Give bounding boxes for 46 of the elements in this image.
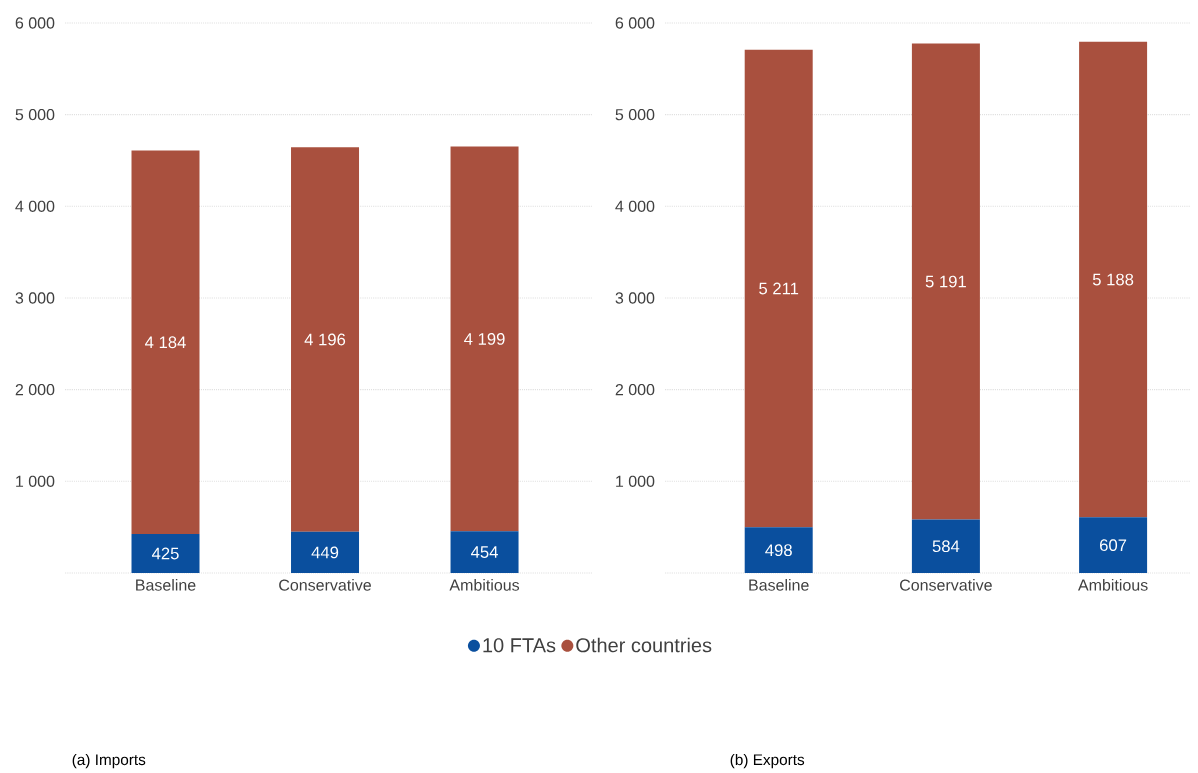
legend-label: 10 FTAs [483, 638, 556, 653]
y-tick-label: 2 000 [615, 384, 655, 396]
bar [1079, 41, 1148, 518]
y-tick-label: 3 000 [615, 292, 655, 304]
bar [291, 532, 360, 574]
data-label: 5 191 [925, 275, 966, 288]
y-tick-label: 4 000 [615, 200, 655, 213]
y-tick-label: 4 000 [15, 200, 55, 213]
y-tick-label: 6 000 [615, 17, 655, 29]
x-tick-label: Ambitious [1077, 579, 1148, 591]
data-label: 454 [471, 546, 498, 559]
data-label: 584 [932, 540, 960, 553]
bar [291, 147, 360, 533]
data-label: 425 [151, 547, 179, 560]
text: (b) Exports [730, 754, 805, 769]
x-tick-label: Ambitious [449, 579, 520, 591]
bar [744, 527, 813, 574]
y-tick-label: 3 000 [15, 292, 55, 304]
bar [744, 49, 813, 528]
text: (a) Imports [72, 754, 146, 769]
data-label: 4 184 [145, 336, 186, 349]
data-label: 5 211 [759, 282, 799, 295]
bar [131, 534, 200, 574]
bar [911, 43, 980, 520]
bar [131, 150, 200, 535]
data-label: 4 196 [304, 333, 346, 346]
x-tick-label: Baseline [749, 579, 809, 591]
y-tick-label: 1 000 [616, 475, 655, 488]
bar [450, 531, 519, 574]
y-tick-label: 6 000 [15, 17, 55, 29]
y-tick-label: 5 000 [15, 109, 55, 121]
y-tick-label: 2 000 [15, 384, 55, 396]
x-tick-label: Baseline [136, 579, 196, 591]
bar [1079, 517, 1148, 574]
legend-label: Other countries [576, 637, 712, 653]
y-tick-label: 1 000 [16, 475, 55, 488]
bar [450, 146, 519, 532]
data-label: 5 188 [1092, 273, 1134, 286]
data-label: 449 [311, 546, 339, 559]
x-tick-label: Conservative [279, 579, 371, 591]
y-tick-label: 5 000 [615, 109, 655, 121]
data-label: 607 [1100, 539, 1127, 552]
bar [911, 519, 980, 574]
x-tick-label: Conservative [900, 579, 992, 591]
data-label: 4 199 [464, 333, 505, 345]
data-label: 498 [765, 544, 792, 557]
